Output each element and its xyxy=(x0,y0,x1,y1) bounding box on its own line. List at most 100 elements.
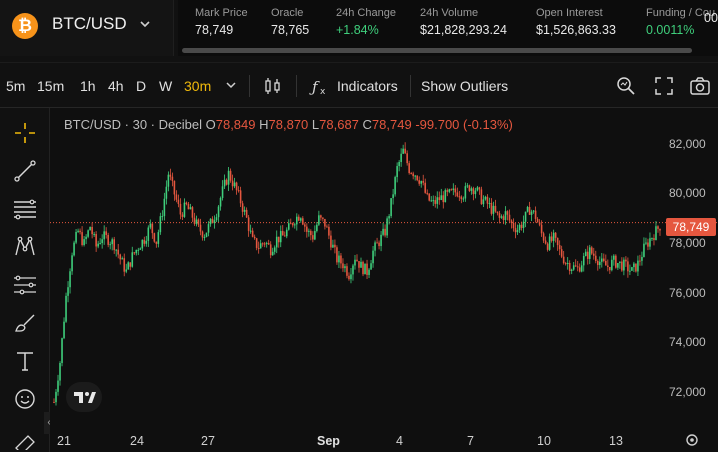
indicators-button[interactable]: Indicators xyxy=(337,78,398,94)
candle-body xyxy=(197,219,200,225)
candle-body xyxy=(255,238,258,248)
pattern-tool-icon[interactable] xyxy=(12,234,38,260)
crosshair-icon[interactable] xyxy=(12,120,38,146)
candle-body xyxy=(161,216,164,218)
candle-body xyxy=(279,231,282,243)
collapse-toolbar-button[interactable]: ‹ xyxy=(44,412,54,434)
candle-body xyxy=(596,260,599,266)
stat-value: 00 xyxy=(704,11,718,25)
ruler-icon[interactable] xyxy=(12,430,38,450)
market-stats-bar: Mark Price 78,749 Oracle 78,765 24h Chan… xyxy=(178,0,718,56)
candle-body xyxy=(392,194,394,199)
x-axis-tick: 24 xyxy=(130,434,144,448)
candle-body xyxy=(239,190,242,204)
candle-body xyxy=(601,258,603,262)
candle-body xyxy=(402,148,404,154)
candle-body xyxy=(247,217,250,231)
candle-body xyxy=(143,239,146,244)
candle-body xyxy=(223,179,226,187)
price-chart[interactable] xyxy=(50,108,718,452)
settings-gear-icon[interactable] xyxy=(684,432,700,448)
horizontal-lines-icon[interactable] xyxy=(12,196,38,222)
candle-body xyxy=(213,220,216,224)
candlestick-type-icon[interactable] xyxy=(262,75,284,97)
candle-body xyxy=(516,230,519,233)
camera-screenshot-icon[interactable] xyxy=(689,75,711,97)
candle-body xyxy=(605,260,607,266)
candle-body xyxy=(253,236,256,239)
stat-value: +1.84% xyxy=(336,23,379,37)
stat-mark-price: Mark Price 78,749 xyxy=(195,7,248,37)
text-tool-icon[interactable] xyxy=(12,348,38,374)
candle-body xyxy=(85,236,87,240)
candle-body xyxy=(532,210,535,212)
stat-label: Open Interest xyxy=(536,7,603,19)
interval-1h[interactable]: 1h xyxy=(80,78,96,94)
candle-body xyxy=(625,259,627,262)
candle-body xyxy=(326,226,328,228)
candle-body xyxy=(592,253,595,256)
candle-body xyxy=(318,215,320,225)
legend-high-value: 78,870 xyxy=(268,117,309,132)
candle-body xyxy=(452,188,455,190)
candle-body xyxy=(584,251,587,257)
candle-body xyxy=(267,243,270,245)
fib-retracement-icon[interactable] xyxy=(12,272,38,298)
candle-body xyxy=(77,230,79,232)
candle-body xyxy=(617,263,619,268)
candle-body xyxy=(177,199,180,204)
candlestick-chart[interactable] xyxy=(50,108,718,452)
candle-body xyxy=(342,263,344,269)
candle-body xyxy=(430,200,433,202)
chart-toolbar: 5m 15m 1h 4h D W 30m ƒ x Indicators Show… xyxy=(0,62,718,108)
pair-selector[interactable]: ₿ BTC/USD xyxy=(0,0,174,56)
tradingview-logo-icon[interactable] xyxy=(66,382,102,412)
candle-body xyxy=(558,245,561,250)
candle-body xyxy=(627,261,629,272)
candle-body xyxy=(119,254,122,260)
candle-body xyxy=(263,243,266,245)
candle-body xyxy=(171,176,174,181)
interval-15m[interactable]: 15m xyxy=(37,78,65,94)
brush-icon[interactable] xyxy=(12,310,38,336)
chevron-down-icon[interactable] xyxy=(222,76,240,94)
candle-body xyxy=(348,275,350,280)
candle-body xyxy=(73,242,75,256)
candle-body xyxy=(384,228,386,236)
candle-body xyxy=(432,200,435,202)
function-fx-icon[interactable]: ƒ x xyxy=(309,75,331,97)
candle-body xyxy=(456,192,459,197)
candle-body xyxy=(71,255,73,272)
candle-body xyxy=(574,265,577,267)
candle-body xyxy=(534,210,537,219)
candle-body xyxy=(580,265,583,272)
interval-w[interactable]: W xyxy=(159,78,173,94)
candle-body xyxy=(257,247,260,249)
emoji-icon[interactable] xyxy=(12,386,38,412)
candle-body xyxy=(462,198,465,200)
show-outliers-button[interactable]: Show Outliers xyxy=(421,78,509,94)
candle-body xyxy=(548,236,551,250)
candle-body xyxy=(484,196,487,200)
interval-4h[interactable]: 4h xyxy=(108,78,124,94)
stats-scrollbar[interactable] xyxy=(182,48,692,53)
svg-text:ƒ: ƒ xyxy=(309,78,320,96)
stat-oracle: Oracle 78,765 xyxy=(271,7,309,37)
interval-5m[interactable]: 5m xyxy=(6,78,26,94)
zoom-search-icon[interactable] xyxy=(615,75,637,97)
candle-body xyxy=(209,218,212,225)
interval-d[interactable]: D xyxy=(136,78,147,94)
candle-body xyxy=(639,260,641,262)
candle-body xyxy=(562,256,565,264)
candle-body xyxy=(615,255,617,268)
fullscreen-icon[interactable] xyxy=(653,75,675,97)
candle-body xyxy=(195,219,198,224)
candle-body xyxy=(508,214,511,221)
interval-30m-active[interactable]: 30m xyxy=(184,78,212,94)
candle-body xyxy=(107,234,109,245)
chevron-down-icon[interactable] xyxy=(138,17,152,31)
candle-body xyxy=(103,231,105,240)
trend-line-icon[interactable] xyxy=(12,158,38,184)
candle-body xyxy=(643,243,645,257)
candle-body xyxy=(609,267,611,271)
